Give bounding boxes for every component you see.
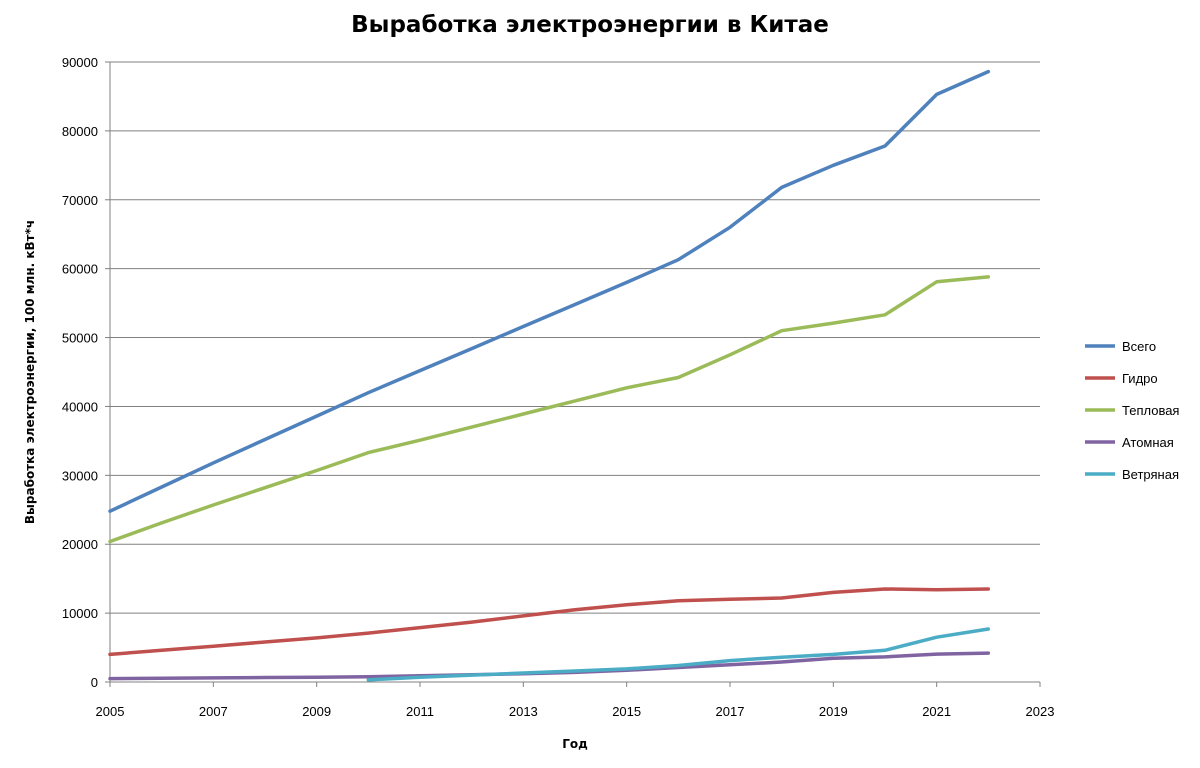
x-tick-label: 2007 bbox=[199, 704, 228, 719]
x-tick-label: 2015 bbox=[612, 704, 641, 719]
x-tick-label: 2005 bbox=[96, 704, 125, 719]
x-axis-title: Год bbox=[562, 737, 588, 751]
axes: 0 10000 20000 30000 40000 50000 60000 70000 8000… bbox=[62, 55, 1055, 719]
x-tick-label: 2017 bbox=[716, 704, 745, 719]
x-tick-label: 2023 bbox=[1026, 704, 1055, 719]
y-tick-label: 20000 bbox=[62, 537, 98, 552]
y-tick-label: 80000 bbox=[62, 124, 98, 139]
series-line-2 bbox=[108, 587, 991, 657]
y-tick-label: 50000 bbox=[62, 331, 98, 346]
legend: Всего Гидро Тепловая Атомная Ветряная bbox=[1085, 339, 1179, 482]
legend-label: Ветряная bbox=[1122, 467, 1179, 482]
series-line-5 bbox=[366, 627, 991, 682]
x-tick-label: 2011 bbox=[406, 704, 434, 719]
gridlines bbox=[110, 61, 1040, 614]
x-tick-label: 2019 bbox=[819, 704, 848, 719]
x-tick-label: 2013 bbox=[509, 704, 538, 719]
y-tick-label: 0 bbox=[91, 675, 98, 690]
y-tick-label: 30000 bbox=[62, 468, 98, 483]
legend-label: Тепловая bbox=[1122, 403, 1179, 418]
chart-title: Выработка электроэнергии в Китае bbox=[351, 12, 829, 38]
y-tick-label: 60000 bbox=[62, 262, 98, 277]
y-axis-title: Выработка электроэнергии, 100 млн. кВт*ч bbox=[23, 220, 37, 524]
legend-label: Всего bbox=[1122, 339, 1156, 354]
series-lines bbox=[108, 69, 991, 682]
x-tick-label: 2009 bbox=[302, 704, 331, 719]
legend-label: Атомная bbox=[1122, 435, 1174, 450]
y-tick-label: 70000 bbox=[62, 193, 98, 208]
y-tick-label: 10000 bbox=[62, 606, 98, 621]
x-tick-label: 2021 bbox=[922, 704, 951, 719]
series-line-3 bbox=[108, 275, 991, 544]
y-tick-label: 40000 bbox=[62, 399, 98, 414]
legend-label: Гидро bbox=[1122, 371, 1158, 386]
series-line-4 bbox=[108, 651, 991, 681]
series-line-1 bbox=[108, 69, 991, 513]
y-tick-label: 90000 bbox=[62, 55, 98, 70]
